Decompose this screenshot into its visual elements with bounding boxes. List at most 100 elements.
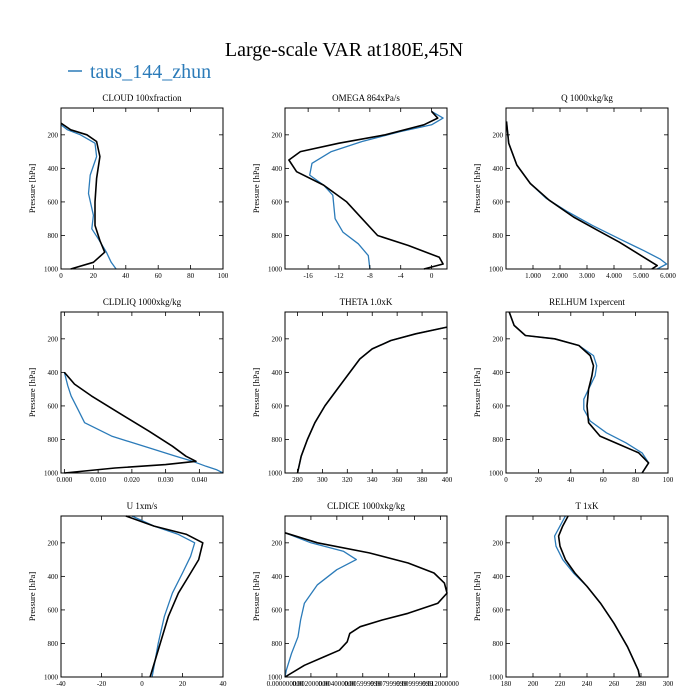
y-axis-label: Pressure [hPa] [472, 572, 482, 622]
y-axis-label: Pressure [hPa] [27, 572, 37, 622]
x-tick-label: 40 [567, 476, 575, 484]
x-tick-label: 4.000 [606, 272, 622, 280]
y-tick-label: 1000 [489, 266, 504, 274]
chart-panel: CLDICE 1000xkg/kg Pressure [hPa] 0.0000000… [251, 501, 459, 688]
series-line [309, 110, 444, 270]
y-tick-label: 400 [493, 369, 504, 377]
y-tick-label: 1000 [44, 470, 59, 478]
y-tick-label: 400 [493, 573, 504, 581]
y-tick-label: 400 [272, 165, 283, 173]
plot-frame [60, 311, 224, 474]
panel-title: CLDICE 1000xkg/kg [327, 501, 405, 511]
x-tick-label: -12 [334, 272, 344, 280]
x-tick-label: -8 [367, 272, 373, 280]
series-line [288, 110, 444, 270]
y-tick-label: 1000 [44, 674, 59, 682]
y-tick-label: 600 [48, 198, 59, 206]
y-axis-label: Pressure [hPa] [251, 572, 261, 622]
x-tick-label: -40 [56, 680, 66, 688]
x-tick-label: 0 [59, 272, 63, 280]
x-tick-label: 1.000 [525, 272, 541, 280]
y-tick-label: 800 [493, 436, 504, 444]
x-tick-label: 300 [663, 680, 674, 688]
x-tick-label: 20 [535, 476, 543, 484]
y-tick-label: 800 [272, 232, 283, 240]
x-tick-label: 40 [220, 680, 228, 688]
y-tick-label: 1000 [268, 470, 283, 478]
chart-panel: T 1xK Pressure [hPa] 180 200 220 240 260 280 300… [472, 501, 674, 688]
x-tick-label: 0.040 [192, 476, 208, 484]
y-tick-label: 400 [493, 165, 504, 173]
x-tick-label: 100 [663, 476, 674, 484]
x-tick-label: 0.010 [90, 476, 106, 484]
y-tick-label: 600 [272, 606, 283, 614]
x-tick-label: 280 [636, 680, 647, 688]
y-tick-label: 200 [272, 335, 283, 343]
x-tick-label: 380 [417, 476, 428, 484]
y-tick-label: 600 [493, 606, 504, 614]
y-tick-label: 1000 [44, 266, 59, 274]
x-tick-label: 40 [122, 272, 130, 280]
figure-title: Large-scale VAR at180E,45N [225, 39, 463, 61]
chart-panel: RELHUM 1xpercent Pressure [hPa] 0 20 40 60 80 1… [472, 297, 674, 484]
chart-panel: THETA 1.0xK Pressure [hPa] 280 300 320 340 360… [251, 297, 453, 484]
series-line [284, 532, 448, 678]
series-line [60, 124, 117, 270]
series-line [505, 121, 658, 270]
y-tick-label: 200 [493, 131, 504, 139]
x-tick-label: 60 [155, 272, 163, 280]
plot-frame [284, 311, 448, 474]
y-tick-label: 400 [48, 165, 59, 173]
y-tick-label: 800 [493, 640, 504, 648]
y-tick-label: 800 [48, 436, 59, 444]
legend: taus_144_zhun [68, 61, 211, 83]
series-line [125, 515, 204, 678]
y-tick-label: 200 [493, 539, 504, 547]
y-tick-label: 600 [48, 402, 59, 410]
x-tick-label: 0.012000000 [422, 680, 459, 688]
y-tick-label: 1000 [489, 674, 504, 682]
x-tick-label: 0.009999999 [396, 680, 433, 688]
x-tick-label: 80 [632, 476, 640, 484]
y-tick-label: 600 [493, 198, 504, 206]
x-tick-label: -4 [398, 272, 404, 280]
series-line [508, 311, 650, 474]
y-tick-label: 600 [493, 402, 504, 410]
plot-frame [505, 107, 669, 270]
x-tick-label: -16 [303, 272, 313, 280]
panel-title: CLOUD 100xfraction [102, 93, 182, 103]
x-tick-label: 20 [179, 680, 187, 688]
series-line [63, 371, 197, 474]
y-axis-label: Pressure [hPa] [251, 368, 261, 418]
legend-label: taus_144_zhun [90, 61, 211, 83]
chart-panel: OMEGA 864xPa/s Pressure [hPa] -16 -12 -8 -4 0 2… [251, 93, 448, 280]
y-tick-label: 1000 [268, 674, 283, 682]
x-tick-label: 6.000 [660, 272, 676, 280]
series-line [553, 515, 641, 678]
y-tick-label: 400 [48, 369, 59, 377]
plot-frame [284, 515, 448, 678]
x-tick-label: 20 [90, 272, 98, 280]
plot-frame [284, 107, 448, 270]
chart-panel: Q 1000xkg/kg Pressure [hPa] 1.000 2.000 3.00… [472, 93, 676, 280]
y-axis-label: Pressure [hPa] [472, 164, 482, 214]
x-tick-label: 0 [504, 476, 508, 484]
panel-title: OMEGA 864xPa/s [332, 93, 400, 103]
x-tick-label: 0.020 [124, 476, 140, 484]
y-tick-label: 600 [48, 606, 59, 614]
series-line [60, 122, 106, 270]
x-tick-label: 200 [528, 680, 539, 688]
x-tick-label: 0.000000000 [267, 680, 304, 688]
x-tick-label: -20 [97, 680, 107, 688]
x-tick-label: 3.000 [579, 272, 595, 280]
y-axis-label: Pressure [hPa] [251, 164, 261, 214]
y-axis-label: Pressure [hPa] [27, 164, 37, 214]
x-tick-label: 0.000 [57, 476, 73, 484]
x-tick-label: 260 [609, 680, 620, 688]
y-tick-label: 600 [272, 402, 283, 410]
y-axis-label: Pressure [hPa] [27, 368, 37, 418]
series-line [63, 372, 224, 474]
plot-frame [505, 311, 669, 474]
x-tick-label: 0.007999999 [370, 680, 407, 688]
y-tick-label: 400 [272, 573, 283, 581]
